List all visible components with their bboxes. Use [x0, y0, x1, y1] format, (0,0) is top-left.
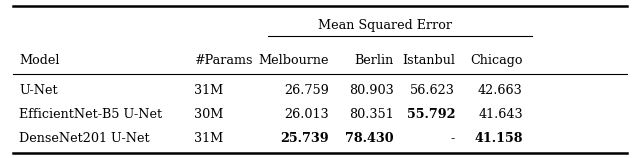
Text: DenseNet201 U-Net: DenseNet201 U-Net	[19, 132, 150, 145]
Text: 25.739: 25.739	[280, 132, 329, 145]
Text: 55.792: 55.792	[406, 108, 455, 121]
Text: Melbourne: Melbourne	[259, 54, 329, 67]
Text: Model: Model	[19, 54, 60, 67]
Text: Berlin: Berlin	[355, 54, 394, 67]
Text: 26.759: 26.759	[284, 84, 329, 97]
Text: 78.430: 78.430	[345, 132, 394, 145]
Text: 80.903: 80.903	[349, 84, 394, 97]
Text: 26.013: 26.013	[285, 108, 329, 121]
Text: 42.663: 42.663	[478, 84, 523, 97]
Text: Istanbul: Istanbul	[402, 54, 455, 67]
Text: U-Net: U-Net	[19, 84, 58, 97]
Text: Chicago: Chicago	[470, 54, 523, 67]
Text: -: -	[451, 132, 455, 145]
Text: 41.643: 41.643	[478, 108, 523, 121]
Text: Mean Squared Error: Mean Squared Error	[317, 19, 451, 32]
Text: 56.623: 56.623	[410, 84, 455, 97]
Text: 31M: 31M	[194, 132, 223, 145]
Text: 41.158: 41.158	[474, 132, 523, 145]
Text: #Params: #Params	[194, 54, 253, 67]
Text: 31M: 31M	[194, 84, 223, 97]
Text: EfficientNet-B5 U-Net: EfficientNet-B5 U-Net	[19, 108, 162, 121]
Text: 80.351: 80.351	[349, 108, 394, 121]
Text: 30M: 30M	[194, 108, 223, 121]
